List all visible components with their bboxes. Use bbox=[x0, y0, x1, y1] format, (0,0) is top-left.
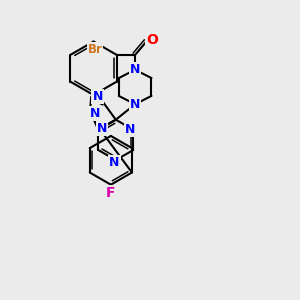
Text: N: N bbox=[130, 63, 140, 76]
Text: N: N bbox=[90, 106, 100, 120]
Text: O: O bbox=[146, 33, 158, 47]
Text: N: N bbox=[109, 156, 119, 169]
Text: N: N bbox=[92, 90, 103, 103]
Text: N: N bbox=[124, 123, 135, 136]
Text: N: N bbox=[130, 98, 140, 111]
Text: N: N bbox=[97, 122, 107, 135]
Text: Br: Br bbox=[88, 43, 103, 56]
Text: F: F bbox=[106, 186, 116, 200]
